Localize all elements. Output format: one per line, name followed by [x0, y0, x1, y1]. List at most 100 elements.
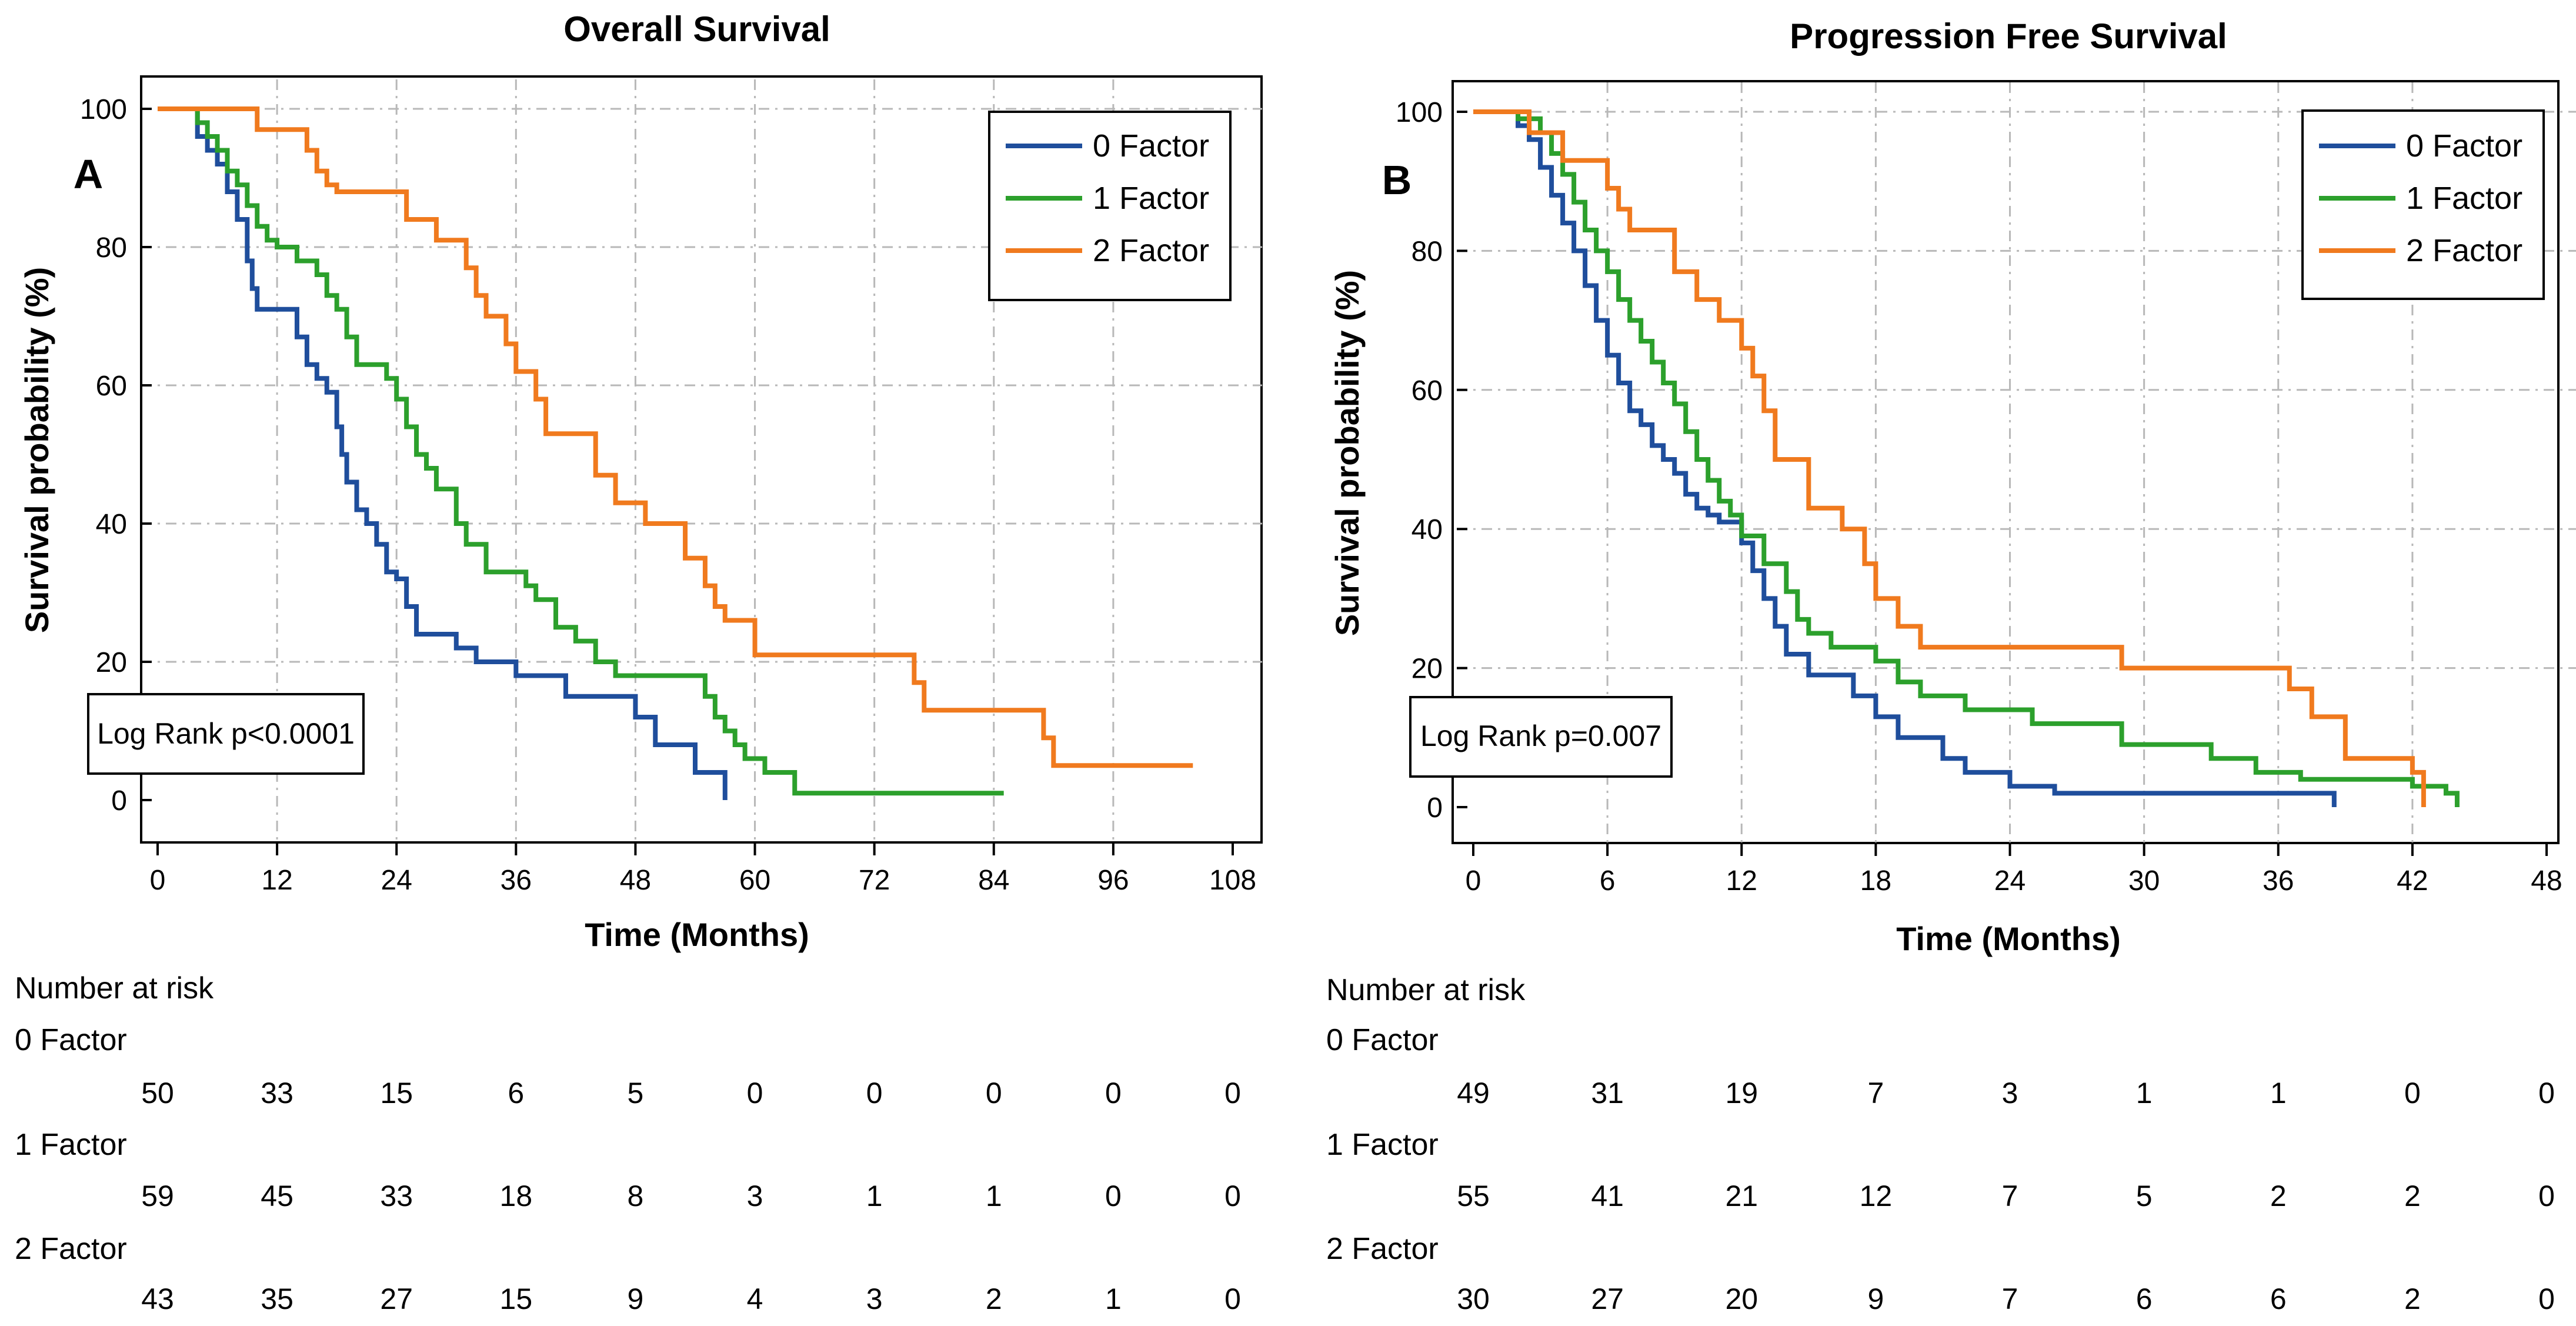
risk-value-1-factor-t84: 1 — [986, 1180, 1002, 1212]
x-tick-label-96: 96 — [1097, 865, 1129, 896]
risk-value-2-factor-t30: 6 — [2136, 1282, 2153, 1315]
risk-value-1-factor-t96: 0 — [1105, 1180, 1122, 1212]
x-tick-label-36: 36 — [2263, 865, 2294, 897]
y-axis-label: Survival probability (%) — [1329, 270, 1366, 636]
risk-table: Number at risk 0 Factor 1 Factor 2 Facto… — [1326, 973, 2555, 1315]
curve-2-factor — [158, 106, 1193, 768]
log-rank-text: Log Rank p<0.0001 — [97, 717, 355, 750]
legend-label-2-factor: 2 Factor — [1093, 233, 1209, 268]
risk-value-2-factor-t48: 9 — [628, 1282, 644, 1315]
risk-value-1-factor-t108: 0 — [1224, 1180, 1241, 1212]
risk-value-2-factor-t108: 0 — [1224, 1282, 1241, 1315]
risk-value-2-factor-t6: 27 — [1591, 1282, 1624, 1315]
risk-value-1-factor-t30: 5 — [2136, 1180, 2153, 1212]
legend-box — [988, 111, 1232, 301]
risk-value-2-factor-t96: 1 — [1105, 1282, 1122, 1315]
risk-value-0-factor-t84: 0 — [986, 1077, 1002, 1110]
axis-ticks: 0 20 40 60 80 100 0 12 24 36 48 60 72 84 96 108 — [80, 94, 1256, 896]
risk-value-2-factor-t72: 3 — [866, 1282, 883, 1315]
risk-value-2-factor-t48: 0 — [2538, 1282, 2555, 1315]
risk-table-title: Number at risk — [1326, 973, 1526, 1007]
y-tick-label-60: 60 — [96, 371, 127, 402]
x-tick-label-60: 60 — [739, 865, 770, 896]
panel-label: A — [74, 151, 104, 197]
risk-value-2-factor-t12: 35 — [261, 1282, 293, 1315]
risk-value-1-factor-t24: 33 — [380, 1180, 413, 1212]
y-tick-label-40: 40 — [1412, 514, 1443, 545]
risk-value-0-factor-t18: 7 — [1867, 1077, 1884, 1110]
survival-curves — [158, 106, 1193, 800]
x-tick-label-36: 36 — [500, 865, 532, 896]
risk-value-0-factor-t12: 33 — [261, 1077, 293, 1110]
risk-value-1-factor-t48: 0 — [2538, 1180, 2555, 1212]
risk-row-label-2-factor: 2 Factor — [15, 1232, 127, 1266]
x-tick-label-6: 6 — [1600, 865, 1616, 897]
x-axis-label: Time (Months) — [585, 916, 809, 953]
risk-value-0-factor-t48: 5 — [628, 1077, 644, 1110]
risk-value-0-factor-t36: 1 — [2270, 1077, 2287, 1110]
legend-box — [2301, 109, 2545, 300]
x-tick-label-24: 24 — [381, 865, 412, 896]
legend-label-1-factor: 1 Factor — [1093, 181, 1209, 216]
x-tick-label-24: 24 — [1994, 865, 2026, 897]
risk-value-0-factor-t36: 6 — [508, 1077, 524, 1110]
legend: 0 Factor 1 Factor 2 Factor — [2301, 109, 2545, 300]
risk-value-2-factor-t42: 2 — [2404, 1282, 2421, 1315]
risk-table: Number at risk 0 Factor 1 Factor 2 Facto… — [15, 971, 1241, 1315]
risk-value-1-factor-t18: 12 — [1860, 1180, 1893, 1212]
x-tick-label-12: 12 — [1726, 865, 1757, 897]
risk-values: 50 33 15 6 5 0 0 0 0 059 45 33 18 8 3 1 1 0 043 35 27 15 9 4 3 2 1… — [141, 1077, 1241, 1315]
risk-value-1-factor-t36: 18 — [500, 1180, 533, 1212]
x-tick-label-48: 48 — [620, 865, 651, 896]
x-tick-label-18: 18 — [1860, 865, 1891, 897]
risk-value-2-factor-t24: 27 — [380, 1282, 413, 1315]
log-rank-text: Log Rank p=0.007 — [1420, 719, 1661, 752]
plot-frame — [140, 75, 1263, 844]
risk-values: 49 31 19 7 3 1 1 0 055 41 21 12 7 5 2 2 030 27 20 9 7 6 6 2 0 — [1457, 1077, 2555, 1315]
curve-0-factor — [1473, 109, 2337, 807]
risk-value-2-factor-t0: 30 — [1457, 1282, 1490, 1315]
risk-value-0-factor-t0: 49 — [1457, 1077, 1490, 1110]
x-tick-label-108: 108 — [1209, 865, 1256, 896]
risk-value-0-factor-t6: 31 — [1591, 1077, 1624, 1110]
x-tick-label-0: 0 — [1466, 865, 1481, 897]
risk-value-2-factor-t24: 7 — [2002, 1282, 2018, 1315]
risk-row-label-0-factor: 0 Factor — [1326, 1023, 1439, 1057]
risk-value-1-factor-t0: 59 — [141, 1180, 174, 1212]
risk-value-0-factor-t0: 50 — [141, 1077, 174, 1110]
risk-value-0-factor-t72: 0 — [866, 1077, 883, 1110]
curve-1-factor — [158, 106, 1004, 796]
risk-value-1-factor-t42: 2 — [2404, 1180, 2421, 1212]
legend-label-2-factor: 2 Factor — [2406, 233, 2522, 268]
x-tick-label-84: 84 — [978, 865, 1009, 896]
risk-value-2-factor-t12: 20 — [1725, 1282, 1758, 1315]
x-tick-label-30: 30 — [2128, 865, 2160, 897]
y-tick-label-20: 20 — [1412, 654, 1443, 685]
risk-value-1-factor-t48: 8 — [628, 1180, 644, 1212]
x-tick-label-48: 48 — [2531, 865, 2562, 897]
risk-row-label-0-factor: 0 Factor — [15, 1023, 127, 1057]
x-tick-label-72: 72 — [859, 865, 890, 896]
x-axis-label: Time (Months) — [1896, 920, 2121, 957]
y-tick-label-0: 0 — [111, 785, 127, 817]
risk-value-1-factor-t60: 3 — [747, 1180, 763, 1212]
risk-value-0-factor-t42: 0 — [2404, 1077, 2421, 1110]
risk-value-1-factor-t24: 7 — [2002, 1180, 2018, 1212]
risk-value-2-factor-t36: 6 — [2270, 1282, 2287, 1315]
legend: 0 Factor 1 Factor 2 Factor — [988, 111, 1232, 301]
risk-value-0-factor-t30: 1 — [2136, 1077, 2153, 1110]
risk-value-0-factor-t12: 19 — [1725, 1077, 1758, 1110]
risk-value-0-factor-t48: 0 — [2538, 1077, 2555, 1110]
y-tick-label-40: 40 — [96, 509, 127, 540]
log-rank-annotation: Log Rank p=0.007 — [1409, 696, 1673, 778]
curve-2-factor — [1473, 109, 2426, 807]
risk-value-1-factor-t12: 45 — [261, 1180, 293, 1212]
panel-label: B — [1382, 157, 1412, 203]
x-tick-label-0: 0 — [150, 865, 166, 896]
risk-value-0-factor-t24: 15 — [380, 1077, 413, 1110]
y-tick-label-80: 80 — [96, 232, 127, 264]
